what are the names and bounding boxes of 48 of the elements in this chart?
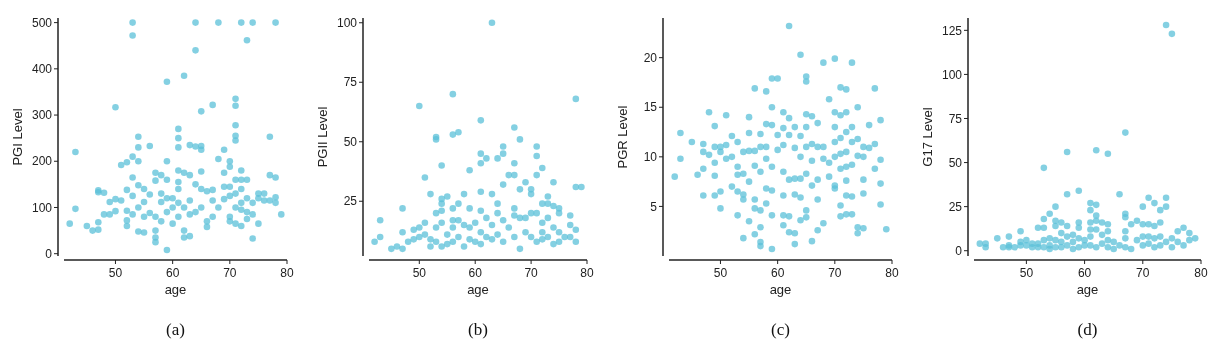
x-axis-title: age (467, 282, 489, 297)
x-axis-title: age (1076, 282, 1099, 297)
y-tick-label: 100 (31, 200, 53, 215)
y-axis-title: PGI Level (10, 108, 25, 166)
y-tick-label: 100 (941, 67, 963, 82)
y-tick-label: 10 (643, 150, 658, 165)
y-tick-label: 50 (343, 134, 358, 149)
x-axis-title: age (769, 282, 792, 297)
y-axis-title: G17 Level (920, 107, 935, 167)
x-tick-label: 50 (412, 266, 427, 280)
y-tick-label: 20 (643, 50, 658, 65)
y-axis-title: PGII Level (315, 106, 330, 168)
x-tick-label: 70 (828, 266, 842, 280)
y-tick-label: 75 (343, 75, 358, 90)
x-tick-label: 80 (885, 266, 899, 280)
x-tick-label: 80 (280, 266, 294, 280)
y-tick-label: 5 (650, 199, 658, 214)
y-tick-label: 50 (948, 155, 963, 170)
y-axis-title: PGR Level (615, 105, 630, 169)
x-tick-label: 70 (223, 266, 237, 280)
y-tick-label: 25 (948, 199, 963, 214)
text: (a) (166, 320, 185, 339)
y-tick-label: 100 (336, 15, 358, 30)
y-tick-label: 75 (948, 111, 963, 126)
x-tick-label: 50 (108, 266, 123, 280)
x-tick-label: 80 (580, 266, 594, 280)
y-tick-label: 500 (31, 15, 53, 30)
y-tick-label: 25 (343, 194, 358, 209)
text: (b) (468, 320, 488, 339)
x-tick-label: 70 (524, 266, 539, 280)
y-tick-label: 300 (31, 108, 53, 123)
y-tick-label: 0 (955, 243, 963, 258)
text: (d) (1077, 320, 1098, 339)
y-tick-label: 400 (31, 62, 53, 77)
x-tick-label: 50 (1019, 266, 1034, 280)
y-tick-label: 15 (643, 100, 658, 115)
x-tick-label: 70 (1136, 266, 1150, 280)
text: (c) (771, 320, 790, 339)
y-tick-label: 200 (31, 154, 53, 169)
x-axis-title: age (164, 282, 187, 297)
x-tick-label: 80 (1194, 266, 1208, 280)
x-tick-label: 60 (165, 266, 180, 280)
x-tick-label: 50 (713, 266, 728, 280)
x-tick-label: 60 (468, 266, 483, 280)
y-tick-label: 0 (45, 246, 53, 261)
x-tick-label: 60 (770, 266, 785, 280)
x-tick-label: 60 (1077, 266, 1092, 280)
y-tick-label: 125 (941, 23, 963, 38)
